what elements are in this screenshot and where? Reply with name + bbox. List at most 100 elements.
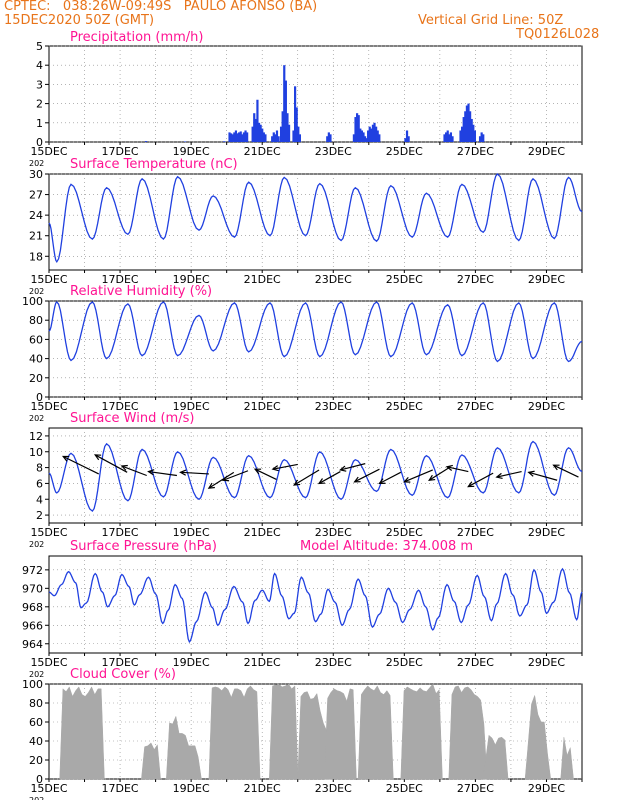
precip-bar [404, 138, 407, 142]
temp-ytick-label: 24 [29, 209, 43, 222]
wind-arrow [293, 469, 320, 486]
model-altitude: Model Altitude: 374.008 m [300, 539, 473, 554]
temp-frame [48, 173, 583, 271]
precip-bar [362, 132, 365, 142]
pres-xtick-label: 17DEC [102, 656, 139, 669]
precip-bar [469, 111, 472, 142]
cloud-area [400, 683, 443, 780]
precip-bar [373, 122, 376, 142]
precip-bar [448, 134, 451, 142]
precip-bar [239, 131, 242, 142]
temp-xtick-label: 27DEC [457, 273, 494, 286]
wind-arrow [180, 471, 209, 475]
cloud-xtick-label: 25DEC [386, 782, 423, 795]
temp-ytick-label: 30 [29, 168, 43, 181]
precip-bar [233, 132, 236, 142]
cloud-ytick-label: 40 [29, 735, 43, 748]
cloud-xtick-label: 19DEC [173, 782, 210, 795]
rh-ytick-label: 60 [29, 333, 43, 346]
precip-bar [445, 132, 448, 142]
temp-series-line [48, 173, 583, 264]
precip-ytick-label: 5 [36, 40, 43, 53]
precip-xtick-label: 21DEC [244, 145, 281, 158]
precip-bar [294, 86, 297, 142]
precip-bar [326, 136, 329, 142]
precip-bar [473, 130, 477, 142]
precip-bar [378, 134, 381, 142]
wind-arrow-head [495, 472, 503, 480]
pres-xtick-label: 19DEC [173, 656, 210, 669]
rh-ytick-label: 80 [29, 314, 43, 327]
precip-bar [364, 136, 367, 142]
precip-bar [257, 122, 261, 142]
pres-xtick-label: 21DEC [244, 656, 281, 669]
cloud-xtick-label: 17DEC [102, 782, 139, 795]
wind-arrow [318, 471, 341, 484]
precip-bar [286, 113, 289, 142]
cloud-xtick-label: 21DEC [244, 782, 281, 795]
precip-frame [48, 45, 583, 143]
precip-bar [251, 126, 254, 142]
wind-ytick-label: 2 [36, 509, 43, 522]
precip-bar [459, 130, 462, 142]
precip-bar [246, 132, 249, 142]
pres-ytick-label: 966 [22, 619, 43, 632]
wind-arrow-head [445, 464, 453, 471]
wind-arrow [496, 470, 522, 478]
wind-arrow-head [292, 479, 301, 486]
pres-xtick-label: 23DEC [315, 656, 352, 669]
header-model-code: TQ0126L028 [516, 27, 600, 42]
cloud-area [324, 688, 357, 780]
precip-bar [253, 113, 256, 142]
precip-xtick-label: 27DEC [457, 145, 494, 158]
wind-arrow [354, 468, 380, 483]
precip-bar [223, 141, 226, 142]
wind-arrow-head [552, 464, 560, 471]
rh-panel [45, 300, 583, 400]
temp-ytick-label: 21 [29, 230, 43, 243]
temp-xtick-label: 29DEC [528, 273, 565, 286]
precip-bar [462, 117, 465, 142]
wind-arrow [272, 463, 298, 470]
precip-bar [327, 132, 330, 142]
cloud-ytick-label: 80 [29, 697, 43, 710]
precip-bar [261, 128, 264, 142]
pres-series-line [48, 567, 583, 644]
wind-arrow [446, 466, 469, 473]
precip-bar [352, 134, 356, 142]
precip-bar [370, 128, 373, 142]
temp-ytick-label: 27 [29, 189, 43, 202]
precip-bar [407, 136, 410, 142]
precip-bar [329, 134, 332, 142]
wind-arrow [528, 471, 558, 481]
precip-xtick-label: 15DEC [30, 145, 67, 158]
wind-arrow-head [378, 478, 386, 485]
temp-xtick-label: 17DEC [102, 273, 139, 286]
precip-bar [478, 136, 482, 142]
temp-ytick-label: 18 [29, 250, 43, 263]
rh-xtick-label: 17DEC [102, 400, 139, 413]
precip-bar [281, 111, 284, 142]
precip-bar [275, 130, 279, 142]
precip-bar [283, 65, 286, 142]
precip-bar [365, 138, 368, 142]
precip-bar [264, 134, 267, 142]
precip-bar [371, 124, 375, 142]
wind-arrow [340, 463, 366, 471]
precip-bar [298, 134, 301, 142]
precip-ytick-label: 0 [36, 136, 43, 149]
wind-xtick-label: 17DEC [102, 526, 139, 539]
wind-arrow-head [253, 468, 262, 475]
wind-arrow-head [207, 482, 215, 489]
precip-bar [297, 126, 300, 142]
rh-ytick-label: 20 [29, 372, 43, 385]
pres-frame [48, 555, 583, 654]
precip-ytick-label: 4 [36, 59, 43, 72]
precip-bar [449, 132, 453, 142]
wind-ytick-label: 4 [36, 493, 43, 506]
precip-xtick-label: 25DEC [386, 145, 423, 158]
pres-panel [45, 555, 583, 656]
temp-xtick-label: 19DEC [173, 273, 210, 286]
wind-ytick-label: 8 [36, 462, 43, 475]
